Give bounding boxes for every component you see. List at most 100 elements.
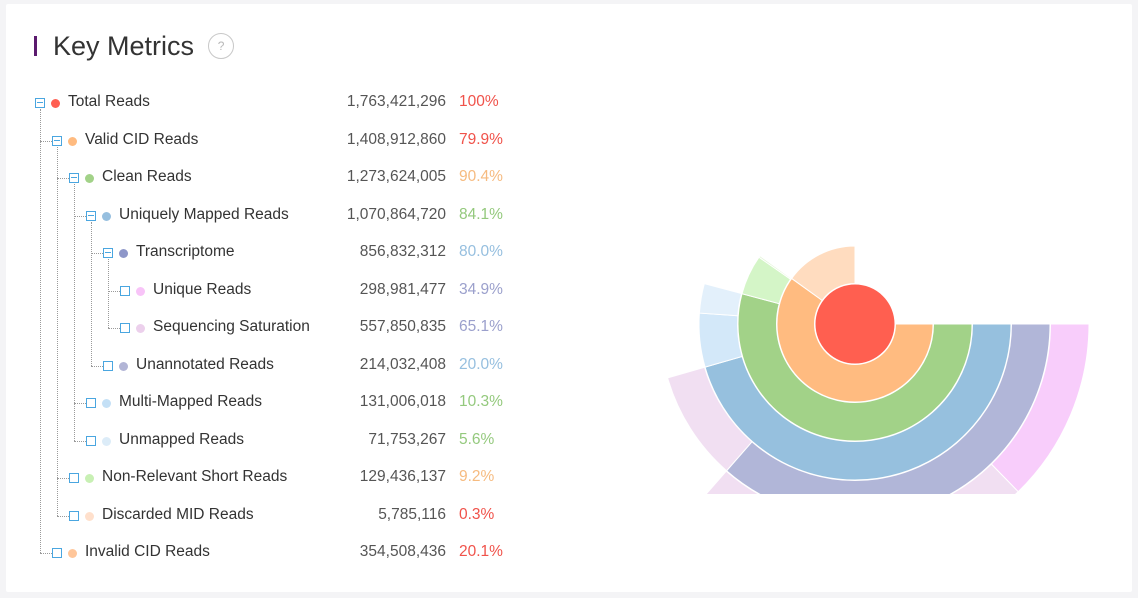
row-label: Clean Reads <box>102 168 192 185</box>
legend-dot-icon <box>136 324 145 333</box>
tree-row: Unique Reads 298,981,477 34.9% <box>6 280 526 304</box>
row-percent: 9.2% <box>459 468 495 485</box>
row-percent: 10.3% <box>459 393 503 410</box>
key-metrics-card: Key Metrics ? Total Reads 1,763,421,296 10… <box>6 4 1132 592</box>
leaf-toggle-icon[interactable] <box>86 398 96 408</box>
row-percent: 5.6% <box>459 430 495 448</box>
tree-row: Non-Relevant Short Reads 129,436,137 9.2% <box>6 467 526 491</box>
tree-connector-line <box>108 259 109 328</box>
tree-row: Uniquely Mapped Reads 1,070,864,720 84.1% <box>6 205 526 229</box>
leaf-toggle-icon[interactable] <box>86 435 96 446</box>
row-label: Multi-Mapped Reads <box>119 393 263 410</box>
row-value: 5,785,116 <box>378 505 446 523</box>
row-percent: 65.1% <box>459 318 503 335</box>
legend-dot-icon <box>85 474 94 483</box>
row-value: 214,032,408 <box>359 355 446 373</box>
tree-row: Clean Reads 1,273,624,005 90.4% <box>6 167 526 191</box>
page-title: Key Metrics <box>53 30 195 61</box>
row-label: Unmapped Reads <box>119 430 244 448</box>
legend-dot-icon <box>85 174 94 183</box>
tree-row: Discarded MID Reads 5,785,116 0.3% <box>6 505 526 529</box>
row-percent: 80.0% <box>459 243 503 260</box>
leaf-toggle-icon[interactable] <box>69 510 79 521</box>
legend-dot-icon <box>102 211 111 221</box>
sunburst-segment-invalid-cid-reads[interactable] <box>790 245 856 302</box>
sunburst-segment-sequencing-saturation[interactable] <box>701 463 1019 494</box>
tree-connector-line <box>57 146 58 516</box>
row-label: Uniquely Mapped Reads <box>119 205 289 223</box>
leaf-toggle-icon[interactable] <box>120 285 130 296</box>
row-percent: 100% <box>459 93 499 110</box>
tree-connector-line <box>74 184 75 441</box>
row-label: Unannotated Reads <box>136 355 274 373</box>
tree-connector-line <box>91 253 103 254</box>
row-value: 557,850,835 <box>359 318 446 335</box>
tree-connector-line <box>57 178 69 179</box>
collapse-toggle-icon[interactable] <box>86 210 96 221</box>
tree-connector-line <box>40 140 52 142</box>
leaf-toggle-icon[interactable] <box>103 360 113 371</box>
tree-row: Unannotated Reads 214,032,408 20.0% <box>6 355 526 379</box>
collapse-toggle-icon[interactable] <box>69 173 79 183</box>
sunburst-segment-unmapped-reads[interactable] <box>698 282 743 317</box>
collapse-toggle-icon[interactable] <box>103 248 113 258</box>
row-value: 131,006,018 <box>359 393 446 410</box>
tree-connector-line <box>74 403 86 404</box>
row-value: 856,832,312 <box>359 243 446 260</box>
metrics-tree: Total Reads 1,763,421,296 100% Valid CID Re… <box>6 4 526 592</box>
row-label: Valid CID Reads <box>85 130 199 148</box>
legend-dot-icon <box>119 249 128 258</box>
leaf-toggle-icon[interactable] <box>52 548 62 558</box>
collapse-toggle-icon[interactable] <box>35 98 45 108</box>
row-label: Invalid CID Reads <box>85 543 210 560</box>
row-value: 71,753,267 <box>368 430 446 448</box>
tree-row: Valid CID Reads 1,408,912,860 79.9% <box>6 130 526 154</box>
tree-connector-line <box>91 221 92 366</box>
help-icon[interactable]: ? <box>208 33 235 59</box>
row-label: Unique Reads <box>153 280 252 298</box>
row-value: 1,070,864,720 <box>346 205 446 223</box>
sunburst-chart <box>666 245 1090 494</box>
row-value: 354,508,436 <box>359 543 446 560</box>
row-value: 129,436,137 <box>359 468 446 485</box>
row-value: 298,981,477 <box>359 280 446 298</box>
tree-connector-line <box>108 328 120 329</box>
row-percent: 20.1% <box>459 543 503 560</box>
section-header: Key Metrics ? <box>34 28 235 64</box>
sunburst-segment-total-reads[interactable] <box>814 283 896 365</box>
row-label: Sequencing Saturation <box>153 318 310 335</box>
leaf-toggle-icon[interactable] <box>69 473 79 483</box>
tree-connector-line <box>40 553 52 554</box>
leaf-toggle-icon[interactable] <box>120 323 130 333</box>
sunburst-segment-clean-reads[interactable] <box>737 293 973 442</box>
tree-connector-line <box>108 290 120 292</box>
tree-connector-line <box>74 215 86 217</box>
row-percent: 0.3% <box>459 505 495 523</box>
tree-row: Total Reads 1,763,421,296 100% <box>6 92 526 116</box>
tree-row: Invalid CID Reads 354,508,436 20.1% <box>6 542 526 566</box>
legend-dot-icon <box>136 286 145 296</box>
sunburst-segment-uniquely-mapped-reads[interactable] <box>704 323 1012 481</box>
legend-dot-icon <box>68 549 77 558</box>
row-value: 1,763,421,296 <box>346 93 446 110</box>
row-label: Discarded MID Reads <box>102 505 254 523</box>
legend-dot-icon <box>85 511 94 521</box>
tree-row: Sequencing Saturation 557,850,835 65.1% <box>6 317 526 341</box>
row-label: Transcriptome <box>136 243 235 260</box>
legend-dot-icon <box>51 99 60 108</box>
tree-row: Multi-Mapped Reads 131,006,018 10.3% <box>6 392 526 416</box>
tree-connector-line <box>40 109 41 553</box>
sunburst-segment-valid-cid-reads[interactable] <box>776 277 934 403</box>
sunburst-segment-unannotated-reads[interactable] <box>666 366 753 472</box>
sunburst-segment-discarded-mid-reads[interactable] <box>758 255 792 280</box>
row-label: Non-Relevant Short Reads <box>102 468 288 485</box>
row-percent: 34.9% <box>459 280 503 298</box>
row-percent: 20.0% <box>459 355 503 373</box>
row-value: 1,408,912,860 <box>346 130 446 148</box>
tree-connector-line <box>57 515 69 517</box>
legend-dot-icon <box>68 136 77 146</box>
row-percent: 90.4% <box>459 168 503 185</box>
header-accent-bar <box>34 36 37 56</box>
collapse-toggle-icon[interactable] <box>52 135 62 146</box>
row-value: 1,273,624,005 <box>346 168 446 185</box>
